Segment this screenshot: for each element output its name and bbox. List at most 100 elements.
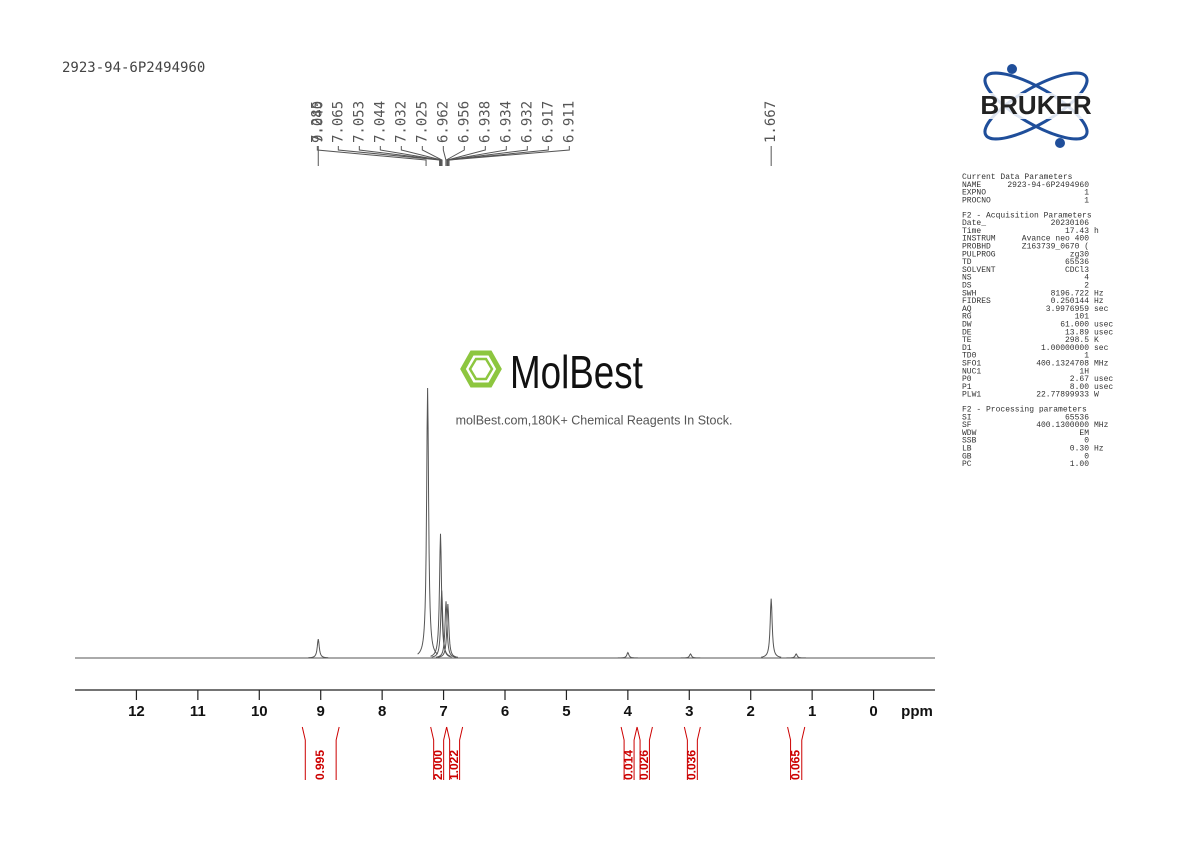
param-key: NAME	[962, 181, 981, 190]
peak-label: 7.065	[330, 101, 346, 143]
integral-bracket	[335, 726, 340, 780]
param-section-title: Current Data Parameters	[962, 173, 1073, 182]
param-value: 1	[1084, 197, 1089, 206]
param-key: Date_	[962, 219, 986, 228]
peak	[437, 603, 458, 658]
param-value: 0.30	[1070, 445, 1089, 454]
integral-bracket	[430, 726, 435, 780]
param-key: SSB	[962, 437, 977, 446]
x-tick-label: 8	[378, 703, 386, 720]
param-value: 1.00000000	[1041, 344, 1089, 353]
integral-bracket	[696, 726, 701, 780]
peak-label: 6.911	[561, 101, 577, 143]
param-value: 3.9976959	[1046, 305, 1089, 314]
logo-text: BRUKER	[980, 90, 1091, 120]
x-axis-label: ppm	[901, 703, 933, 720]
param-section-title: F2 - Acquisition Parameters	[962, 211, 1092, 220]
param-value: 101	[1075, 313, 1090, 322]
param-key: TE	[962, 336, 972, 345]
param-key: PULPROG	[962, 250, 996, 259]
peak-connector	[445, 146, 465, 166]
param-value: 13.89	[1065, 328, 1089, 337]
param-value: 1	[1084, 352, 1089, 361]
peak-connector	[421, 146, 443, 166]
x-tick-label: 6	[501, 703, 509, 720]
param-value: 8196.722	[1051, 289, 1090, 298]
x-tick-label: 3	[685, 703, 693, 720]
x-tick-label: 9	[317, 703, 325, 720]
param-key: SOLVENT	[962, 266, 996, 275]
param-unit: W	[1094, 391, 1099, 400]
peak-connector	[358, 146, 441, 166]
param-value: 1.00	[1070, 460, 1089, 469]
param-key: P1	[962, 383, 972, 392]
param-value: 298.5	[1065, 336, 1089, 345]
peak	[308, 639, 329, 659]
peak	[417, 387, 438, 655]
param-key: SF	[962, 421, 972, 430]
param-value: 1H	[1079, 367, 1089, 376]
param-value: 65536	[1065, 258, 1089, 267]
param-unit: usec	[1094, 383, 1113, 392]
param-value: 400.1324708	[1036, 360, 1089, 369]
param-value: zg30	[1070, 250, 1089, 259]
param-unit: usec	[1094, 321, 1113, 330]
param-key: RG	[962, 313, 972, 322]
integral-bracket	[636, 726, 641, 780]
param-key: PLW1	[962, 391, 981, 400]
param-value: Z163739_0670 (	[1022, 243, 1089, 252]
peak	[761, 598, 782, 658]
peak-label: 7.032	[393, 101, 409, 143]
integral-bracket	[787, 726, 792, 780]
peak-label: 6.934	[498, 101, 514, 143]
param-value: 2	[1084, 282, 1089, 291]
param-key: PROCNO	[962, 197, 991, 206]
integral-bracket	[620, 726, 625, 780]
integral-label: 0.065	[788, 750, 802, 780]
x-tick-label: 12	[128, 703, 145, 720]
peak-connector	[379, 146, 442, 166]
peak	[680, 653, 701, 659]
integral-bracket	[443, 726, 448, 780]
integral-label: 0.995	[313, 750, 327, 780]
param-value: 0	[1084, 452, 1089, 461]
peak-connector	[447, 146, 528, 166]
x-tick-label: 1	[808, 703, 816, 720]
param-value: 8.00	[1070, 383, 1089, 392]
peak-label: 6.938	[477, 101, 493, 143]
peak	[786, 653, 807, 659]
param-value: 1	[1084, 189, 1089, 198]
param-key: TD	[962, 258, 972, 267]
integral-bracket	[459, 726, 464, 780]
watermark-brand: MolBest	[510, 346, 643, 398]
watermark: MolBest molBest.com,180K+ Chemical Reage…	[456, 346, 733, 427]
integral-bracket	[801, 726, 806, 780]
param-key: Time	[962, 227, 981, 236]
peak-connector	[442, 146, 447, 166]
peak-label: 7.053	[351, 101, 367, 143]
param-value: EM	[1079, 429, 1089, 438]
param-key: D1	[962, 344, 972, 353]
integral-label: 1.022	[447, 750, 461, 780]
param-key: SI	[962, 413, 972, 422]
param-value: Avance neo 400	[1022, 235, 1089, 244]
bruker-logo: BRUKER	[958, 64, 1114, 148]
param-unit: MHz	[1094, 421, 1109, 430]
x-tick-label: 0	[869, 703, 877, 720]
peak-connector	[316, 146, 427, 166]
integral-bracket	[301, 726, 306, 780]
param-key: GB	[962, 452, 972, 461]
integral-bracket	[683, 726, 688, 780]
integral-label: 0.026	[637, 750, 651, 780]
x-tick-label: 4	[624, 703, 633, 720]
param-value: 17.43	[1065, 227, 1089, 236]
param-key: FIDRES	[962, 297, 991, 306]
integral-bracket	[446, 726, 451, 780]
x-tick-label: 2	[747, 703, 755, 720]
param-unit: sec	[1094, 305, 1109, 314]
param-value: 0.250144	[1051, 297, 1090, 306]
param-key: AQ	[962, 305, 972, 314]
peak-label: 6.932	[519, 101, 535, 143]
param-key: NS	[962, 274, 972, 283]
